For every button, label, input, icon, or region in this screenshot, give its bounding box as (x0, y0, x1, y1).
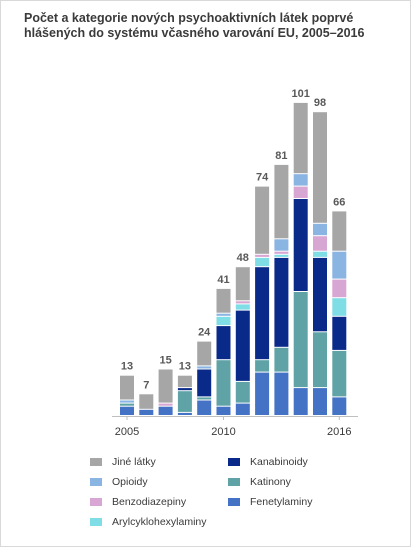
total-label-2007: 15 (159, 355, 171, 367)
bar-segment-arylcyklohexylaminy-2016 (332, 298, 347, 316)
bar-segment-kanabinoidy-2008 (177, 388, 192, 391)
bar-segment-benzodiazepiny-2015 (313, 236, 327, 251)
bar-segment-jiné-látky-2013 (274, 164, 289, 239)
x-tick-label-2010: 2010 (211, 426, 235, 438)
bar-segment-fenetylaminy-2014 (293, 388, 308, 415)
bar-segment-benzodiazepiny-2014 (293, 186, 308, 198)
total-label-2011: 48 (237, 252, 249, 264)
bar-segment-fenetylaminy-2005 (120, 406, 134, 415)
bar-segment-kanabinoidy-2015 (313, 257, 327, 332)
bar-segment-katinony-2016 (332, 350, 347, 397)
bar-segment-opioidy-2010 (216, 313, 231, 316)
bar-segment-jiné-látky-2016 (332, 211, 347, 251)
total-label-2015: 98 (314, 97, 326, 109)
bar-segment-katinony-2009 (197, 397, 212, 400)
bar-segment-kanabinoidy-2014 (293, 199, 308, 291)
bar-segment-fenetylaminy-2007 (158, 406, 173, 415)
total-label-2009: 24 (198, 327, 211, 339)
total-label-2005: 13 (121, 361, 133, 373)
bar-segment-katinony-2012 (255, 360, 270, 372)
bar-segment-fenetylaminy-2011 (235, 403, 250, 415)
bar-segment-jiné-látky-2007 (158, 369, 173, 403)
bar-segment-arylcyklohexylaminy-2011 (235, 304, 250, 310)
bar-segment-opioidy-2013 (274, 239, 289, 251)
bar-segment-katinony-2015 (313, 332, 327, 388)
bar-segment-kanabinoidy-2016 (332, 316, 347, 350)
bar-segment-jiné-látky-2011 (235, 267, 250, 301)
bar-segment-arylcyklohexylaminy-2015 (313, 251, 327, 257)
bar-segment-benzodiazepiny-2007 (158, 403, 173, 406)
bar-segment-jiné-látky-2014 (293, 102, 308, 174)
bar-segment-fenetylaminy-2010 (216, 406, 231, 415)
bar-segment-katinony-2013 (274, 347, 289, 372)
bar-segment-opioidy-2009 (197, 366, 212, 369)
bar-segment-benzodiazepiny-2012 (255, 254, 270, 257)
bar-segment-arylcyklohexylaminy-2013 (274, 254, 289, 257)
bar-segment-jiné-látky-2012 (255, 186, 270, 254)
bar-segment-katinony-2005 (120, 403, 134, 406)
total-label-2006: 7 (143, 379, 149, 391)
bar-segment-katinony-2010 (216, 360, 231, 406)
bar-segment-katinony-2008 (177, 391, 192, 412)
total-label-2016: 66 (333, 196, 345, 208)
bar-segment-jiné-látky-2015 (313, 112, 327, 223)
bar-segment-opioidy-2014 (293, 174, 308, 186)
bar-segment-arylcyklohexylaminy-2012 (255, 257, 270, 267)
bar-segment-jiné-látky-2009 (197, 341, 212, 366)
bar-segment-kanabinoidy-2012 (255, 267, 270, 360)
bar-segment-jiné-látky-2005 (120, 375, 134, 400)
bar-segment-fenetylaminy-2013 (274, 372, 289, 415)
bar-segment-opioidy-2015 (313, 223, 327, 236)
total-label-2014: 101 (292, 88, 310, 100)
bar-segment-fenetylaminy-2015 (313, 388, 327, 415)
bar-segment-jiné-látky-2008 (177, 375, 192, 388)
bar-segment-benzodiazepiny-2016 (332, 279, 347, 298)
bar-segment-opioidy-2005 (120, 400, 134, 403)
bar-segment-arylcyklohexylaminy-2010 (216, 316, 231, 326)
x-tick-label-2005: 2005 (115, 426, 139, 438)
bar-segment-fenetylaminy-2008 (177, 412, 192, 415)
bar-segment-kanabinoidy-2009 (197, 369, 212, 397)
bar-segment-kanabinoidy-2010 (216, 326, 231, 360)
bar-segment-katinony-2014 (293, 292, 308, 388)
bar-segment-kanabinoidy-2011 (235, 310, 250, 381)
chart-title: Počet a kategorie nových psychoaktivních… (24, 11, 365, 40)
bar-segment-jiné-látky-2010 (216, 288, 231, 313)
bar-segment-benzodiazepiny-2011 (235, 301, 250, 304)
bar-segment-jiné-látky-2006 (139, 394, 154, 409)
bar-segment-kanabinoidy-2013 (274, 257, 289, 347)
bar-segment-fenetylaminy-2016 (332, 397, 347, 415)
bar-segment-benzodiazepiny-2013 (274, 251, 289, 254)
bar-segment-fenetylaminy-2012 (255, 372, 270, 415)
bar-segment-fenetylaminy-2009 (197, 400, 212, 415)
bar-segment-opioidy-2016 (332, 251, 347, 279)
total-label-2010: 41 (217, 274, 229, 286)
total-label-2013: 81 (275, 150, 287, 162)
x-tick-label-2016: 2016 (327, 426, 351, 438)
total-label-2012: 74 (256, 172, 269, 184)
bar-segment-katinony-2011 (235, 381, 250, 403)
total-label-2008: 13 (179, 361, 191, 373)
bar-segment-fenetylaminy-2006 (139, 409, 154, 415)
